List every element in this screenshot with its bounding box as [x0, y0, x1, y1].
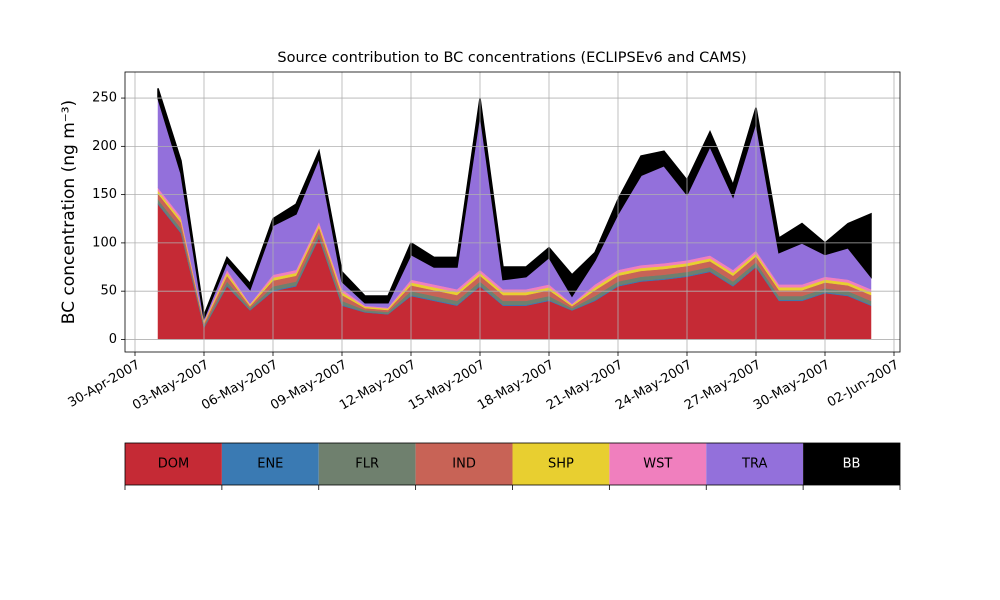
- legend-label: IND: [452, 457, 476, 472]
- y-tick-label: 200: [92, 139, 117, 154]
- legend-swatch: [803, 443, 900, 485]
- legend-swatch: [512, 443, 610, 485]
- legend-swatch: [125, 443, 222, 485]
- x-tick-label: 02-Jun-2007: [825, 358, 902, 411]
- chart-title: Source contribution to BC concentrations…: [277, 50, 746, 66]
- legend-swatch: [706, 443, 804, 485]
- legend-swatch: [318, 443, 416, 485]
- legend-label: ENE: [257, 457, 283, 472]
- y-tick-label: 250: [92, 91, 117, 106]
- plot-frame: [124, 71, 901, 353]
- x-tick-label: 06-May-2007: [199, 358, 281, 414]
- x-tick-label: 24-May-2007: [613, 358, 695, 414]
- legend-swatch: [609, 443, 707, 485]
- x-tick-label: 21-May-2007: [544, 358, 626, 414]
- y-axis-label: BC concentration (ng m⁻³): [59, 100, 79, 324]
- legend-label: WST: [643, 457, 672, 472]
- legend-label: TRA: [741, 457, 767, 472]
- legend-label: BB: [843, 457, 861, 472]
- x-tick-label: 09-May-2007: [268, 358, 350, 414]
- legend-label: SHP: [548, 457, 574, 472]
- legend-label: FLR: [355, 457, 379, 472]
- legend-label: DOM: [158, 457, 189, 472]
- legend-swatch: [415, 443, 513, 485]
- x-tick-label: 30-May-2007: [751, 358, 833, 414]
- y-tick-label: 0: [109, 332, 117, 347]
- y-tick-label: 50: [100, 284, 117, 299]
- y-tick-label: 150: [92, 187, 117, 202]
- x-tick-label: 03-May-2007: [130, 358, 212, 414]
- x-tick-label: 12-May-2007: [337, 358, 419, 414]
- x-tick-label: 27-May-2007: [682, 358, 764, 414]
- x-tick-label: 18-May-2007: [475, 358, 557, 414]
- x-tick-label: 15-May-2007: [406, 358, 488, 414]
- legend-frame: [124, 442, 901, 486]
- legend-swatch: [221, 443, 319, 485]
- area: [157, 88, 872, 321]
- y-tick-label: 100: [92, 235, 117, 250]
